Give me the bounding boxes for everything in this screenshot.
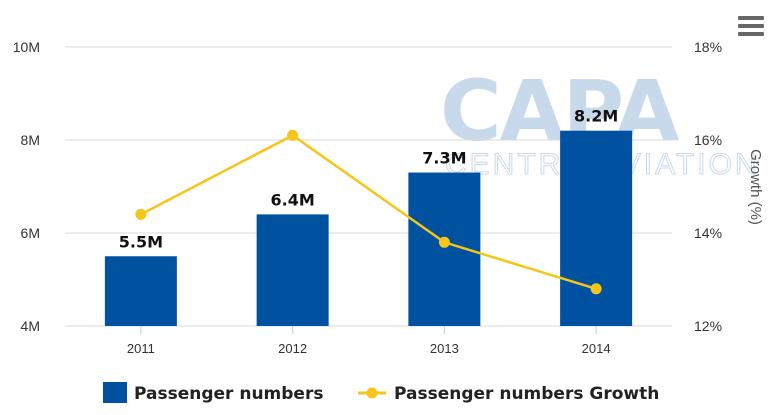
legend-line-marker xyxy=(366,387,378,399)
y-axis-right-title: Growth (%) xyxy=(747,149,764,225)
growth-point xyxy=(287,129,299,141)
line-series xyxy=(135,129,602,295)
y-right-tick-label: 18% xyxy=(694,39,722,55)
bar xyxy=(560,130,633,326)
bar-data-label: 6.4M xyxy=(270,190,314,209)
bar-data-label: 8.2M xyxy=(574,107,618,126)
growth-point xyxy=(135,208,147,220)
x-tick-label: 2013 xyxy=(430,341,459,356)
y-left-tick-label: 10M xyxy=(13,39,40,55)
y-left-tick-label: 8M xyxy=(21,132,40,148)
legend: Passenger numbers Passenger numbers Grow… xyxy=(103,382,659,404)
y-right-tick-label: 12% xyxy=(694,318,722,334)
growth-line xyxy=(140,133,597,290)
x-tick-label: 2012 xyxy=(278,341,307,356)
x-tick-label: 2014 xyxy=(582,341,611,356)
y-axis-right: 12% 14% 16% 18% xyxy=(694,39,722,334)
bar-data-label: 5.5M xyxy=(119,232,163,251)
watermark-brand: CAPA xyxy=(440,62,680,160)
bar xyxy=(256,214,329,326)
growth-point xyxy=(590,283,602,295)
y-right-tick-label: 16% xyxy=(694,132,722,148)
menu-bar-icon xyxy=(738,32,764,36)
legend-bar-label[interactable]: Passenger numbers xyxy=(134,384,323,404)
hamburger-menu-icon[interactable] xyxy=(738,16,764,40)
y-left-tick-label: 4M xyxy=(21,318,40,334)
menu-bar-icon xyxy=(738,16,764,20)
growth-point xyxy=(438,236,450,248)
menu-bar-icon xyxy=(738,24,764,28)
x-axis: 2011 2012 2013 2014 xyxy=(127,326,611,356)
legend-line-label[interactable]: Passenger numbers Growth xyxy=(394,384,659,404)
y-right-tick-label: 14% xyxy=(694,225,722,241)
legend-bar-swatch xyxy=(103,382,127,403)
y-axis-left: 4M 6M 8M 10M xyxy=(13,39,40,334)
y-left-tick-label: 6M xyxy=(21,225,40,241)
bar-data-label: 7.3M xyxy=(422,149,466,168)
bar xyxy=(104,256,177,326)
x-tick-label: 2011 xyxy=(127,341,155,356)
